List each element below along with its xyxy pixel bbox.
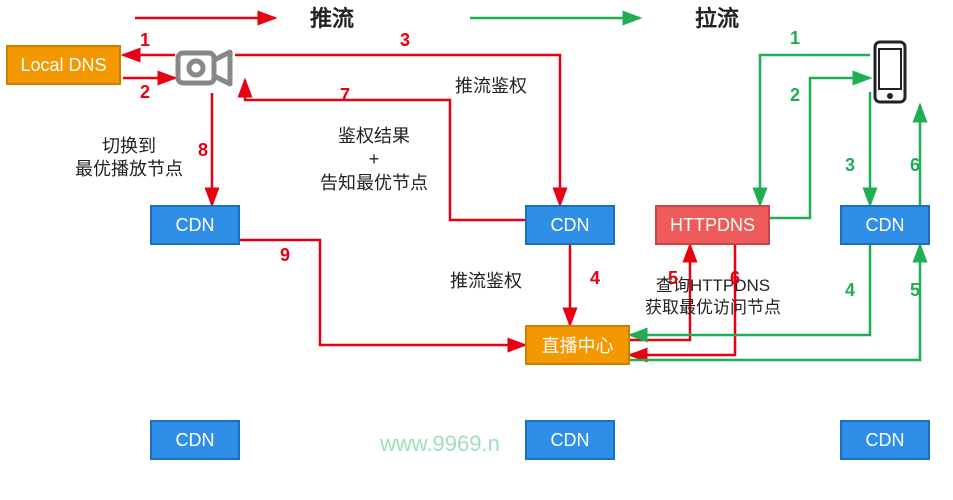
- label-query-httpdns: 查询HTTPDNS 获取最优访问节点: [645, 275, 781, 319]
- cdn2-label: CDN: [551, 215, 590, 236]
- phone-icon: [870, 40, 910, 105]
- httpdns-label: HTTPDNS: [670, 215, 755, 236]
- node-cdn-b2: CDN: [525, 420, 615, 460]
- label-switch-node: 切换到 最优播放节点: [75, 135, 183, 182]
- cdn3-label: CDN: [866, 215, 905, 236]
- push-num-2: 2: [140, 82, 150, 103]
- push-num-1: 1: [140, 30, 150, 51]
- node-center: 直播中心: [525, 325, 630, 365]
- node-cdn3: CDN: [840, 205, 930, 245]
- node-cdn-b1: CDN: [150, 420, 240, 460]
- pull-num-4: 4: [845, 280, 855, 301]
- center-label: 直播中心: [542, 332, 614, 358]
- title-pull: 拉流: [695, 5, 739, 34]
- cdnb2-label: CDN: [551, 430, 590, 451]
- node-cdn1: CDN: [150, 205, 240, 245]
- camera-icon: [175, 38, 235, 93]
- label-push-auth1: 推流鉴权: [455, 75, 527, 98]
- title-push: 推流: [310, 5, 354, 34]
- node-cdn2: CDN: [525, 205, 615, 245]
- push-num-6: 6: [730, 268, 740, 289]
- pull-num-2: 2: [790, 85, 800, 106]
- push-num-4: 4: [590, 268, 600, 289]
- cdnb1-label: CDN: [176, 430, 215, 451]
- push-num-9: 9: [280, 245, 290, 266]
- node-camera: [175, 38, 235, 93]
- pull-num-3: 3: [845, 155, 855, 176]
- push-num-5: 5: [668, 268, 678, 289]
- cdnb3-label: CDN: [866, 430, 905, 451]
- node-localdns: Local DNS: [6, 45, 121, 85]
- node-phone: [870, 40, 910, 105]
- pull-num-6: 6: [910, 155, 920, 176]
- watermark: www.9969.n: [380, 430, 500, 459]
- push-num-3: 3: [400, 30, 410, 51]
- localdns-label: Local DNS: [20, 55, 106, 76]
- pull-num-1: 1: [790, 28, 800, 49]
- node-cdn-b3: CDN: [840, 420, 930, 460]
- push-num-8: 8: [198, 140, 208, 161]
- pull-num-5: 5: [910, 280, 920, 301]
- label-auth-result: 鉴权结果 + 告知最优节点: [320, 125, 428, 195]
- push-num-7: 7: [340, 85, 350, 106]
- node-httpdns: HTTPDNS: [655, 205, 770, 245]
- cdn1-label: CDN: [176, 215, 215, 236]
- label-push-auth2: 推流鉴权: [450, 270, 522, 293]
